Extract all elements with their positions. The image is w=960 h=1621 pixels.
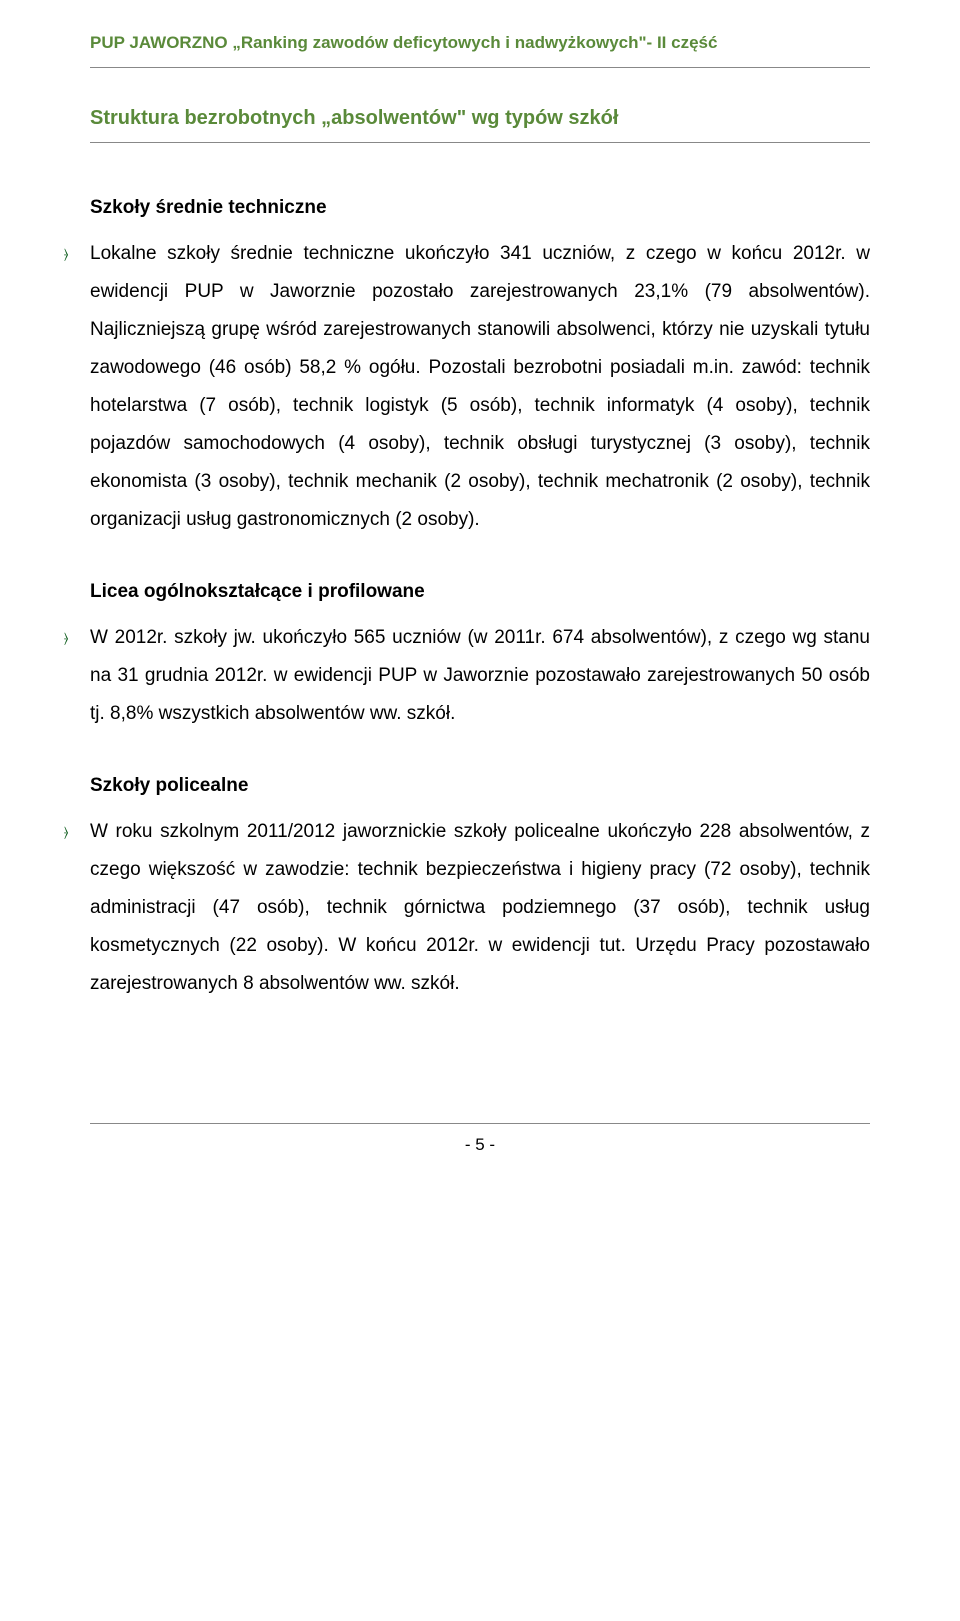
body-text: W roku szkolnym 2011/2012 jaworznickie s… bbox=[90, 821, 870, 994]
subsection-title-licea: Licea ogólnokształcące i profilowane bbox=[90, 575, 870, 609]
bullet-icon: ⦒ bbox=[64, 625, 68, 651]
page-footer: - 5 - bbox=[90, 1123, 870, 1161]
subsection-body-policealne: ⦒ W roku szkolnym 2011/2012 jaworznickie… bbox=[90, 813, 870, 1003]
subsection-body-technical: ⦒ Lokalne szkoły średnie techniczne ukoń… bbox=[90, 235, 870, 539]
subsection-title-technical: Szkoły średnie techniczne bbox=[90, 191, 870, 225]
subsection-title-policealne: Szkoły policealne bbox=[90, 769, 870, 803]
body-text: W 2012r. szkoły jw. ukończyło 565 ucznió… bbox=[90, 627, 870, 724]
section-title: Struktura bezrobotnych „absolwentów" wg … bbox=[90, 100, 870, 143]
page-number: - 5 - bbox=[465, 1135, 495, 1154]
bullet-icon: ⦒ bbox=[64, 241, 68, 267]
page-header: PUP JAWORZNO „Ranking zawodów deficytowy… bbox=[90, 28, 870, 68]
subsection-body-licea: ⦒ W 2012r. szkoły jw. ukończyło 565 uczn… bbox=[90, 619, 870, 733]
body-text: Lokalne szkoły średnie techniczne ukończ… bbox=[90, 243, 870, 530]
bullet-icon: ⦒ bbox=[64, 819, 68, 845]
